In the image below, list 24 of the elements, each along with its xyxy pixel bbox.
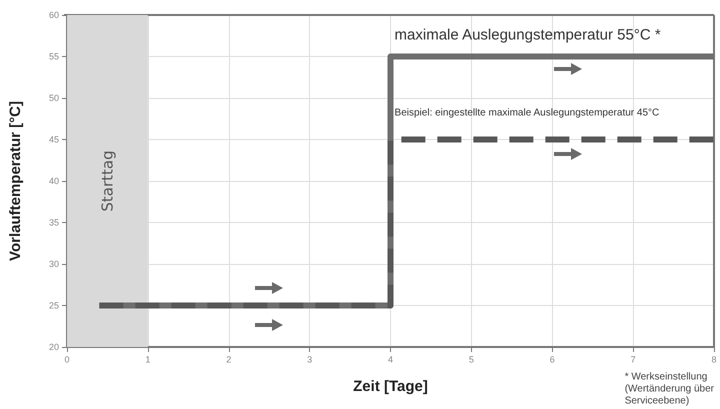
annotation: maximale Auslegungstemperatur 55°C * [394, 26, 661, 44]
y-tick-label: 35 [48, 218, 59, 228]
y-tick-label: 55 [48, 52, 59, 62]
y-tick-label: 30 [48, 259, 59, 269]
x-tick-label: 5 [468, 354, 474, 364]
y-tick-label: 60 [48, 10, 59, 20]
y-axis-title: Vorlauftemperatur [°C] [7, 101, 24, 261]
x-axis-title: Zeit [Tage] [353, 378, 428, 395]
annotation: Beispiel: eingestellte maximale Auslegungstemperatur 45°C [394, 107, 660, 118]
text: * Werkseinstellung (Wertänderung über Serviceebene) [624, 372, 715, 406]
y-tick-label: 20 [48, 342, 59, 352]
x-tick-label: 1 [145, 354, 150, 364]
x-tick-label: 0 [64, 354, 70, 364]
y-tick-label: 50 [48, 93, 59, 103]
x-tick-label: 8 [711, 354, 717, 364]
x-tick-label: 3 [307, 354, 312, 364]
x-tick-label: 2 [226, 354, 232, 364]
y-tick-label: 25 [48, 300, 59, 310]
band-label: Starttag [98, 150, 116, 212]
x-tick-label: 6 [550, 354, 555, 364]
x-tick-label: 4 [388, 354, 394, 364]
y-tick-label: 40 [48, 176, 59, 186]
y-tick-label: 45 [48, 134, 59, 144]
x-tick-label: 7 [630, 354, 636, 364]
